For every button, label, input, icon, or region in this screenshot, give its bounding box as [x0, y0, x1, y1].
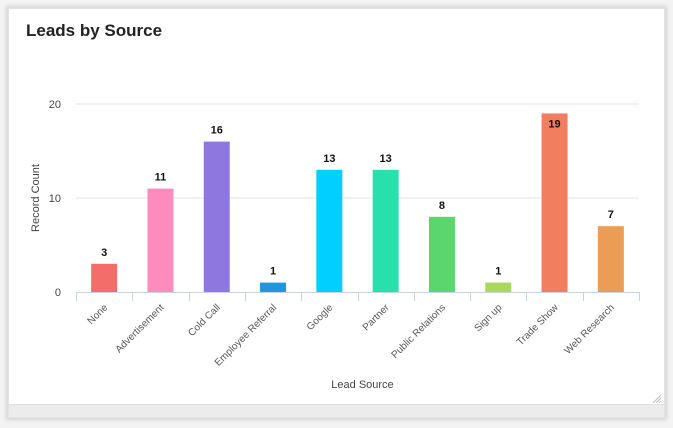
y-tick-label: 20	[49, 99, 61, 111]
category-label: Trade Show	[515, 302, 561, 348]
bar-advertisement[interactable]	[147, 188, 174, 292]
resize-handle-icon[interactable]	[651, 393, 661, 403]
bar-partner[interactable]	[372, 169, 399, 292]
chart-title: Leads by Source	[26, 21, 163, 40]
data-label: 13	[380, 153, 392, 165]
category-label: Public Relations	[390, 302, 448, 360]
bar-public-relations[interactable]	[428, 216, 455, 292]
category-label: Sign up	[473, 302, 505, 334]
data-label: 1	[495, 266, 501, 278]
x-axis	[76, 292, 640, 301]
bar-none[interactable]	[91, 263, 118, 292]
data-labels: 3 11 16 1 13 13 8 1 19 7	[101, 118, 614, 277]
category-label: None	[86, 302, 111, 327]
bar-web-research[interactable]	[597, 226, 624, 292]
bar-employee-referral[interactable]	[260, 282, 287, 292]
category-label: Partner	[361, 302, 392, 333]
data-label: 8	[439, 200, 445, 212]
category-label: Employee Referral	[213, 302, 279, 368]
bar-sign-up[interactable]	[485, 282, 512, 292]
category-label: Web Research	[563, 302, 617, 356]
card-footer	[9, 404, 664, 417]
category-label: Advertisement	[114, 302, 167, 355]
y-tick-label: 0	[55, 287, 61, 299]
bar-trade-show[interactable]	[541, 113, 568, 293]
data-label: 7	[608, 209, 614, 221]
data-label: 1	[270, 266, 276, 278]
bars	[91, 113, 624, 293]
y-axis-title: Record Count	[30, 164, 42, 232]
y-tick-label: 10	[49, 193, 61, 205]
data-label: 19	[548, 118, 560, 130]
bar-chart: 0 10 20 3 11 16 1 13 13 8 1 19 7 None Advertisement C…	[30, 99, 640, 391]
y-axis-ticks: 0 10 20	[49, 99, 61, 299]
bar-cold-call[interactable]	[203, 141, 230, 292]
x-axis-title: Lead Source	[331, 379, 393, 391]
data-label: 16	[211, 125, 223, 137]
category-label: Google	[305, 302, 336, 333]
chart-card: Leads by Source 0 10 20 3 11 16 1 13 13 8 1 19 7 No…	[8, 8, 665, 418]
bar-google[interactable]	[316, 169, 343, 292]
data-label: 3	[101, 247, 107, 259]
data-label: 11	[155, 172, 167, 184]
data-label: 13	[323, 153, 335, 165]
category-label: Cold Call	[186, 302, 222, 338]
